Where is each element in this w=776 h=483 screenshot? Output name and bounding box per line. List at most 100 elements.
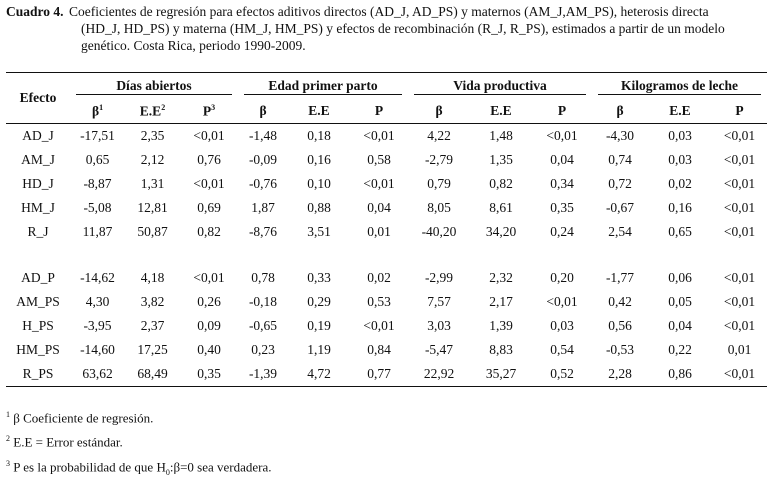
value-cell: 2,17 [489, 294, 513, 309]
value-cell: <0,01 [723, 152, 756, 167]
value-cell: 4,30 [85, 294, 110, 309]
value-cell: -1,77 [605, 270, 635, 285]
value-cell: -2,79 [424, 152, 454, 167]
value-cell: 0,04 [550, 152, 574, 167]
value-cell: 0,65 [668, 224, 692, 239]
subheader-beta: β1 [91, 102, 104, 119]
value-cell: 0,69 [197, 200, 221, 215]
effect-cell: R_PS [22, 366, 54, 381]
table-row: HD_J -8,87 1,31 <0,01 -0,76 0,10 <0,01 0,79 0,82… [6, 172, 767, 196]
value-cell: 0,88 [307, 200, 331, 215]
subheader-p: P3 [202, 102, 216, 119]
value-cell: 0,34 [550, 176, 574, 191]
value-cell: 68,49 [137, 366, 168, 381]
value-cell: -40,20 [421, 224, 457, 239]
table-footnotes: 1 β Coeficiente de regresión. 2 E.E = Er… [6, 404, 272, 483]
value-cell: 2,28 [608, 366, 632, 381]
value-cell: 0,01 [727, 342, 752, 357]
value-cell: <0,01 [546, 128, 578, 143]
value-cell: <0,01 [723, 270, 756, 285]
value-cell: 0,72 [608, 176, 632, 191]
value-cell: 11,87 [82, 224, 113, 239]
value-cell: 0,53 [367, 294, 391, 309]
value-cell: 1,39 [489, 318, 513, 333]
value-cell: 2,12 [140, 152, 165, 167]
value-cell: 0,35 [550, 200, 574, 215]
group-header-edad-primer-parto: Edad primer parto [244, 78, 402, 95]
value-cell: 0,82 [197, 224, 221, 239]
value-cell: 3,03 [427, 318, 451, 333]
value-cell: 0,03 [668, 152, 692, 167]
value-cell: 0,03 [668, 128, 692, 143]
value-cell: 0,84 [367, 342, 391, 357]
effect-cell: H_PS [22, 318, 54, 333]
table-body: AD_J -17,51 2,35 <0,01 -1,48 0,18 <0,01 4,22 1,4… [6, 124, 767, 387]
value-cell: 0,74 [608, 152, 632, 167]
value-cell: 0,42 [608, 294, 632, 309]
subheader-ee: E.E2 [139, 102, 166, 119]
value-cell: 1,87 [251, 200, 275, 215]
value-cell: 12,81 [137, 200, 168, 215]
value-cell: 0,26 [197, 294, 221, 309]
value-cell: 0,82 [489, 176, 513, 191]
value-cell: 0,05 [668, 294, 692, 309]
value-cell: 1,48 [489, 128, 513, 143]
group-header-vida-productiva: Vida productiva [414, 78, 586, 95]
table-row: HM_PS -14,60 17,25 0,40 0,23 1,19 0,84 -5,47 8,8… [6, 338, 767, 362]
group-header-kilogramos-leche: Kilogramos de leche [598, 78, 761, 95]
value-cell: <0,01 [363, 318, 395, 333]
value-cell: <0,01 [193, 128, 225, 143]
value-cell: 63,62 [82, 366, 113, 381]
caption-line-1: Coeficientes de regresión para efectos a… [69, 4, 709, 19]
value-cell: 0,29 [307, 294, 331, 309]
value-cell: 4,22 [427, 128, 451, 143]
value-cell: -0,09 [248, 152, 278, 167]
effect-cell: AM_J [21, 152, 55, 167]
value-cell: 0,52 [550, 366, 574, 381]
value-cell: <0,01 [546, 294, 578, 309]
value-cell: 4,72 [307, 366, 331, 381]
table-row: AM_PS 4,30 3,82 0,26 -0,18 0,29 0,53 7,57 2,17 <0… [6, 290, 767, 314]
value-cell: 2,37 [140, 318, 165, 333]
value-cell: 0,16 [668, 200, 692, 215]
value-cell: 0,77 [367, 366, 391, 381]
table-row: AD_P -14,62 4,18 <0,01 0,78 0,33 0,02 -2,99 2,32… [6, 266, 767, 290]
value-cell: -1,48 [248, 128, 278, 143]
value-cell: 0,40 [197, 342, 221, 357]
value-cell: 0,54 [550, 342, 574, 357]
value-cell: 0,58 [367, 152, 391, 167]
value-cell: 3,51 [307, 224, 331, 239]
effect-cell: AD_P [21, 270, 55, 285]
value-cell: 8,61 [489, 200, 513, 215]
value-cell: <0,01 [723, 366, 756, 381]
value-cell: 2,35 [140, 128, 165, 143]
group-header-dias-abiertos: Días abiertos [76, 78, 232, 95]
value-cell: 8,83 [489, 342, 513, 357]
value-cell: 0,86 [668, 366, 692, 381]
value-cell: 0,06 [668, 270, 692, 285]
subheader-p: P [374, 103, 384, 118]
table-row: R_PS 63,62 68,49 0,35 -1,39 4,72 0,77 22,92 35,2… [6, 362, 767, 387]
value-cell: 2,32 [489, 270, 513, 285]
subheader-ee: E.E [669, 103, 691, 118]
table-row: AM_J 0,65 2,12 0,76 -0,09 0,16 0,58 -2,79 1,35 0,… [6, 148, 767, 172]
subheader-ee: E.E [490, 103, 512, 118]
value-cell: <0,01 [723, 128, 756, 143]
value-cell: 0,04 [668, 318, 692, 333]
subheader-p: P [557, 103, 567, 118]
value-cell: <0,01 [363, 128, 395, 143]
value-cell: 1,31 [140, 176, 165, 191]
value-cell: 50,87 [137, 224, 168, 239]
value-cell: -14,62 [80, 270, 115, 285]
value-cell: 0,24 [550, 224, 574, 239]
effect-cell: AD_J [22, 128, 54, 143]
value-cell: 1,35 [489, 152, 513, 167]
value-cell: 0,02 [668, 176, 692, 191]
value-cell: 0,33 [307, 270, 331, 285]
value-cell: 0,16 [307, 152, 331, 167]
value-cell: 0,65 [85, 152, 110, 167]
value-cell: -0,76 [248, 176, 278, 191]
value-cell: -14,60 [80, 342, 115, 357]
table-caption: Cuadro 4. Coeficientes de regresión para… [6, 3, 766, 54]
value-cell: 0,56 [608, 318, 632, 333]
